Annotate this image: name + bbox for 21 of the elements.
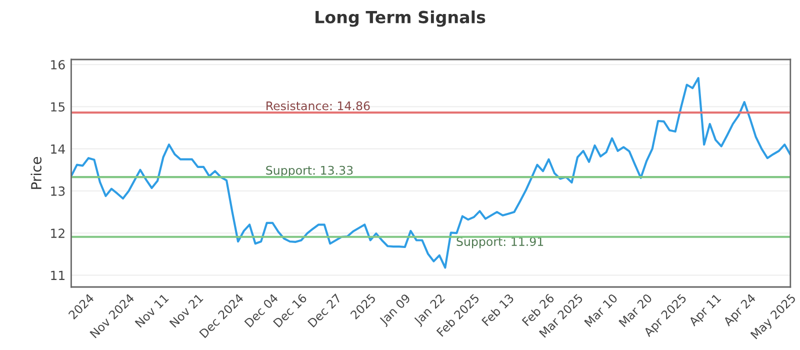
x-tick-label: Dec 27 xyxy=(307,293,342,328)
y-tick-label: 11 xyxy=(51,270,64,280)
x-tick-label: Nov 21 xyxy=(169,293,204,328)
x-tick-label: Jan 09 xyxy=(378,293,412,328)
x-tick-label: Mar 10 xyxy=(584,293,618,328)
y-axis-title: Price xyxy=(30,157,42,189)
y-tick-label: 16 xyxy=(51,60,65,70)
x-tick-label: Apr 24 xyxy=(722,293,758,328)
x-tick-label: Apr 11 xyxy=(688,294,723,328)
ref-line-label: Support: 11.91 xyxy=(456,237,544,248)
y-tick-label: 13 xyxy=(51,186,65,196)
x-tick-label: Mar 20 xyxy=(618,293,652,328)
x-tick-label: Nov 11 xyxy=(134,294,169,328)
chart-title: Long Term Signals xyxy=(316,10,486,27)
ref-line-label: Resistance: 14.86 xyxy=(266,101,370,110)
line-series xyxy=(71,76,790,269)
y-tick-label: 15 xyxy=(51,102,65,112)
y-tick-label: 14 xyxy=(51,144,65,154)
ref-line-label: Support: 13.33 xyxy=(266,166,353,178)
y-tick-label: 12 xyxy=(51,228,64,238)
x-tick-label: Feb 13 xyxy=(481,293,514,326)
